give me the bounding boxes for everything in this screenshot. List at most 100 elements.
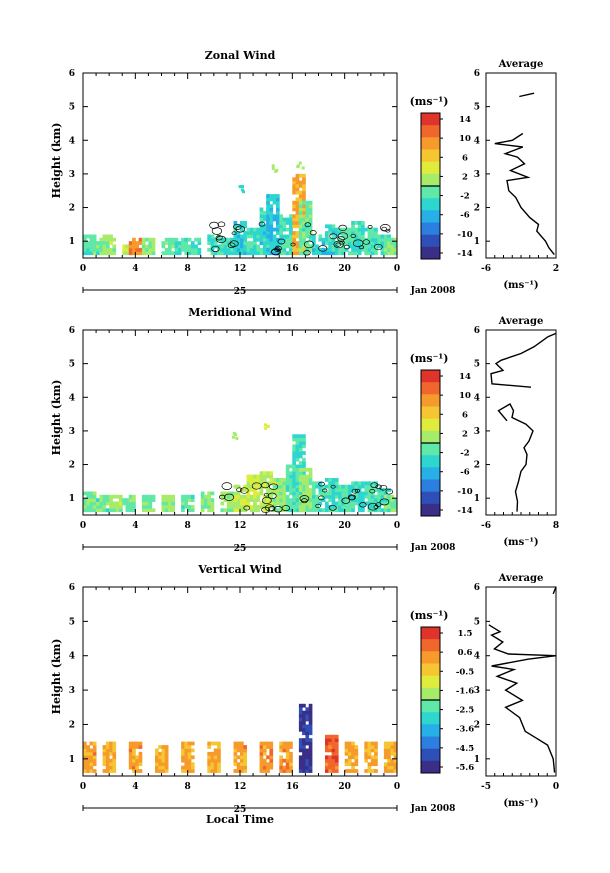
heatmap-cell xyxy=(266,484,270,489)
heatmap-cell xyxy=(102,762,107,767)
heatmap-cell xyxy=(253,501,257,506)
heatmap-cell xyxy=(367,751,372,756)
heatmap-cell xyxy=(266,765,270,770)
heatmap-cell xyxy=(184,498,189,502)
heatmap-cell xyxy=(305,758,310,763)
heatmap-cell xyxy=(83,491,87,496)
heatmap-cell xyxy=(393,508,398,513)
heatmap-cell xyxy=(174,244,179,249)
heatmap-cell xyxy=(338,508,342,513)
colorbar-tick-label: 6 xyxy=(462,410,468,420)
heatmap-cell xyxy=(207,762,211,767)
heatmap-cell xyxy=(243,221,247,225)
heatmap-cell xyxy=(351,769,355,773)
heatmap-cell xyxy=(207,741,211,746)
heatmap-cell xyxy=(328,504,332,509)
colorbar-segment xyxy=(421,443,440,456)
heatmap-cell xyxy=(357,234,362,239)
heatmap-cell xyxy=(383,741,388,746)
heatmap-cell xyxy=(295,504,300,509)
heatmap-cell xyxy=(292,478,296,482)
profile-y-tick-label: 5 xyxy=(474,103,480,113)
heatmap-cell xyxy=(109,762,113,767)
heatmap-cell xyxy=(357,504,362,509)
heatmap-cell xyxy=(243,231,247,235)
colorbar-segment xyxy=(421,639,440,652)
heatmap-cell xyxy=(269,481,274,486)
heatmap-cell xyxy=(295,437,300,442)
heatmap-cell xyxy=(380,498,385,502)
colorbar-tick-label: -2.5 xyxy=(456,706,474,716)
heatmap-cell xyxy=(109,508,113,513)
heatmap-cell xyxy=(89,748,94,753)
heatmap-cell xyxy=(220,247,225,252)
heatmap-cell xyxy=(305,751,310,756)
profile-y-tick-label: 2 xyxy=(474,720,480,730)
heatmap-cell xyxy=(312,247,316,252)
heatmap-cell xyxy=(289,237,293,242)
heatmap-cell xyxy=(305,488,310,492)
heatmap-cell xyxy=(276,494,280,499)
heatmap-cell xyxy=(272,237,277,242)
x-tick-label: 0 xyxy=(394,264,400,274)
heatmap-cell xyxy=(295,508,300,513)
profile-x-tick-label: -5 xyxy=(481,782,491,792)
heatmap-cell xyxy=(315,501,319,506)
profile-x-tick-label: 2 xyxy=(553,264,559,274)
heatmap-cell xyxy=(361,227,365,232)
heatmap-cell xyxy=(347,491,352,496)
heatmap-cell xyxy=(207,247,211,252)
heatmap-cell xyxy=(128,508,133,513)
heatmap-cell xyxy=(187,494,192,499)
heatmap-cell xyxy=(321,508,326,513)
heatmap-cell xyxy=(119,508,123,513)
heatmap-cell xyxy=(210,244,215,249)
heatmap-cell xyxy=(318,501,323,506)
heatmap-cell xyxy=(187,247,192,252)
colorbar-tick-label: 10 xyxy=(459,391,471,401)
heatmap-cell xyxy=(135,745,139,749)
heatmap-cell xyxy=(109,758,113,763)
heatmap-cell xyxy=(302,724,306,729)
heatmap-cell xyxy=(370,488,375,492)
heatmap-cell xyxy=(331,498,336,502)
heatmap-cell xyxy=(256,498,261,502)
contour-line xyxy=(236,487,243,492)
heatmap-cell xyxy=(390,748,395,753)
heatmap-cell xyxy=(295,478,300,482)
x-tick-label: 8 xyxy=(185,264,191,274)
heatmap-cell xyxy=(112,748,117,753)
heatmap-cell xyxy=(266,204,270,208)
heatmap-cell xyxy=(374,741,378,746)
heatmap-cell xyxy=(279,231,283,235)
heatmap-cell xyxy=(262,765,267,770)
heatmap-cell xyxy=(364,748,368,753)
heatmap-cell xyxy=(305,491,310,496)
heatmap-cell xyxy=(217,748,221,753)
heatmap-cell xyxy=(259,748,264,753)
heatmap-cell xyxy=(246,474,251,479)
contour-line xyxy=(277,238,286,245)
colorbar-segment xyxy=(421,700,440,713)
heatmap-cell xyxy=(210,741,215,746)
heatmap-cell xyxy=(285,741,290,746)
heatmap-cell xyxy=(177,241,182,245)
heatmap-cell xyxy=(305,484,310,489)
heatmap-cell xyxy=(367,484,372,489)
heatmap-cell xyxy=(344,488,349,492)
colorbar-tick-label: -10 xyxy=(457,230,472,240)
heatmap-cell xyxy=(132,504,136,509)
heatmap-cell xyxy=(92,745,97,749)
heatmap-cell xyxy=(102,241,107,245)
heatmap-cell xyxy=(259,762,264,767)
heatmap-cell xyxy=(298,184,303,188)
heatmap-cell xyxy=(220,241,225,245)
heatmap-cell xyxy=(325,755,329,760)
heatmap-cell xyxy=(383,247,388,252)
heatmap-cell xyxy=(190,244,195,249)
heatmap-cell xyxy=(298,461,303,465)
heatmap-cell xyxy=(148,244,153,249)
heatmap-cell xyxy=(298,721,303,725)
heatmap-cell xyxy=(387,241,391,245)
heatmap-cell xyxy=(279,251,283,256)
